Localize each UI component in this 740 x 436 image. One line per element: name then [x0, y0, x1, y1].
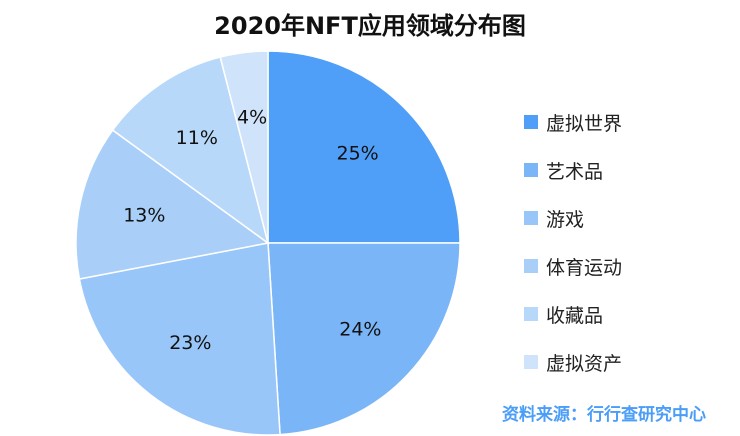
slice-label-4: 13% [123, 204, 165, 226]
legend-swatch [524, 115, 538, 129]
legend-swatch [524, 355, 538, 369]
source-note: 资料来源：行行查研究中心 [502, 405, 706, 425]
legend-swatch [524, 211, 538, 225]
slice-label-6: 4% [237, 106, 267, 128]
legend-label: 虚拟世界 [546, 112, 623, 135]
slice-label-3: 23% [169, 332, 211, 354]
legend-item-6: 虚拟资产 [524, 350, 623, 375]
legend-item-3: 游戏 [524, 206, 622, 231]
legend-swatch [524, 259, 538, 273]
legend: 虚拟世界艺术品游戏体育运动收藏品虚拟资产 [524, 110, 622, 398]
legend-label: 艺术品 [546, 160, 604, 183]
slice-label-1: 25% [336, 142, 378, 164]
pie-slice-2 [267, 242, 461, 436]
legend-item-4: 体育运动 [524, 254, 623, 279]
legend-item-2: 艺术品 [524, 158, 622, 183]
pie-slice-5 [111, 56, 270, 245]
legend-item-1: 虚拟世界 [524, 110, 623, 135]
legend-item-5: 收藏品 [524, 302, 622, 327]
pie-slice-3 [78, 242, 281, 436]
legend-label: 虚拟资产 [546, 352, 623, 375]
legend-label: 收藏品 [546, 304, 604, 327]
pie-slice-1 [267, 50, 461, 244]
legend-label: 体育运动 [546, 256, 623, 279]
legend-label: 游戏 [546, 208, 585, 231]
legend-swatch [524, 163, 538, 177]
pie-slice-4 [75, 129, 270, 280]
legend-swatch [524, 307, 538, 321]
chart-title: 2020年NFT应用领域分布图 [214, 12, 526, 40]
pie-slice-6 [219, 50, 269, 244]
slice-label-5: 11% [176, 127, 218, 149]
slice-label-2: 24% [339, 319, 381, 341]
